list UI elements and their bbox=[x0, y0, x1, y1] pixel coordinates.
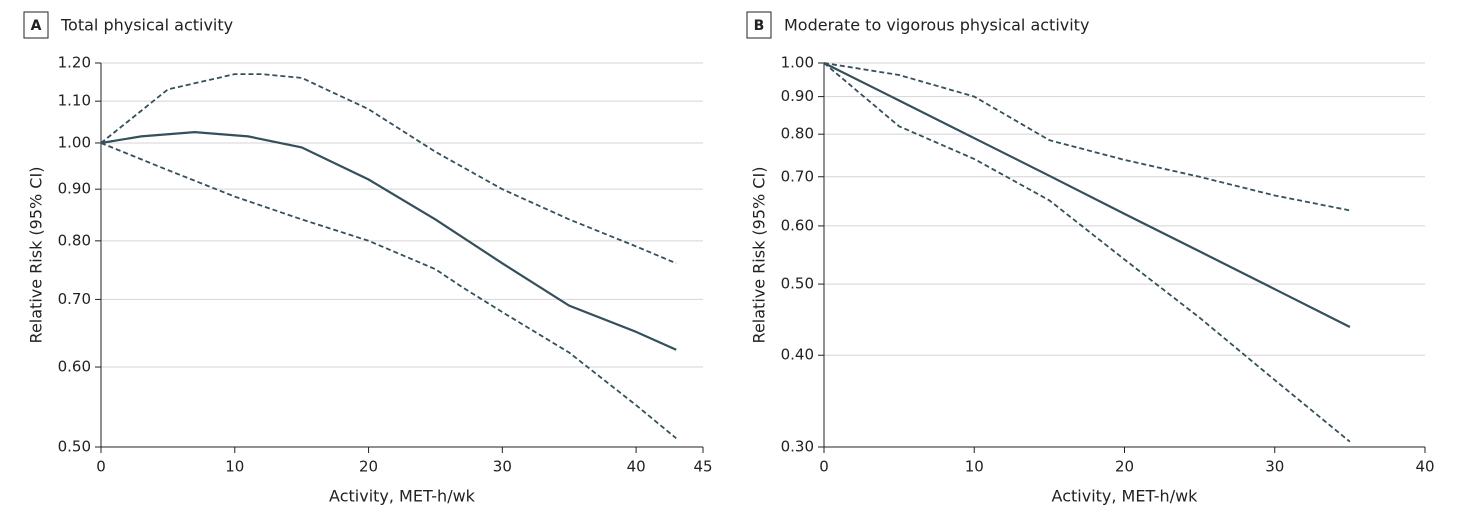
y-tick-label: 0.70 bbox=[58, 290, 91, 308]
x-tick-label: 40 bbox=[627, 458, 646, 476]
panel-title: Total physical activity bbox=[60, 16, 233, 35]
y-tick-label: 1.20 bbox=[58, 54, 91, 72]
y-tick-label: 0.80 bbox=[781, 125, 814, 143]
y-tick-label: 0.70 bbox=[781, 167, 814, 185]
x-tick-label: 30 bbox=[493, 458, 512, 476]
y-tick-label: 0.90 bbox=[58, 180, 91, 198]
curve bbox=[100, 73, 677, 265]
panel-letter: B bbox=[754, 18, 765, 34]
curve bbox=[100, 142, 677, 439]
curve bbox=[823, 62, 1351, 212]
x-axis-label: Activity, MET-h/wk bbox=[329, 487, 476, 506]
curve bbox=[823, 62, 1351, 328]
y-tick-label: 1.10 bbox=[58, 92, 91, 110]
y-tick-label: 1.00 bbox=[781, 54, 814, 72]
x-axis-label: Activity, MET-h/wk bbox=[1052, 487, 1199, 506]
y-tick-label: 1.00 bbox=[58, 133, 91, 151]
x-tick-label: 20 bbox=[359, 458, 378, 476]
y-tick-label: 0.50 bbox=[58, 438, 91, 456]
x-tick-label: 0 bbox=[819, 458, 829, 476]
y-axis-label: Relative Risk (95% CI) bbox=[27, 167, 46, 344]
x-tick-label: 30 bbox=[1265, 458, 1284, 476]
x-tick-label: 10 bbox=[965, 458, 984, 476]
y-tick-label: 0.30 bbox=[781, 438, 814, 456]
x-tick-label: 0 bbox=[96, 458, 106, 476]
y-tick-label: 0.60 bbox=[58, 358, 91, 376]
x-tick-label: 20 bbox=[1115, 458, 1134, 476]
x-tick-label: 10 bbox=[225, 458, 244, 476]
y-tick-label: 0.90 bbox=[781, 87, 814, 105]
panel-title: Moderate to vigorous physical activity bbox=[784, 16, 1089, 35]
panel-letter-box bbox=[746, 11, 772, 39]
curve bbox=[100, 130, 677, 351]
y-tick-label: 0.80 bbox=[58, 231, 91, 249]
panel-letter: A bbox=[31, 18, 42, 34]
y-tick-label: 0.60 bbox=[781, 216, 814, 234]
panel-letter-box bbox=[23, 11, 49, 39]
x-tick-label: 45 bbox=[693, 458, 712, 476]
curve bbox=[823, 62, 1351, 443]
y-tick-label: 0.50 bbox=[781, 275, 814, 293]
y-tick-label: 0.40 bbox=[781, 346, 814, 364]
x-tick-label: 40 bbox=[1415, 458, 1434, 476]
y-axis-label: Relative Risk (95% CI) bbox=[750, 167, 769, 344]
